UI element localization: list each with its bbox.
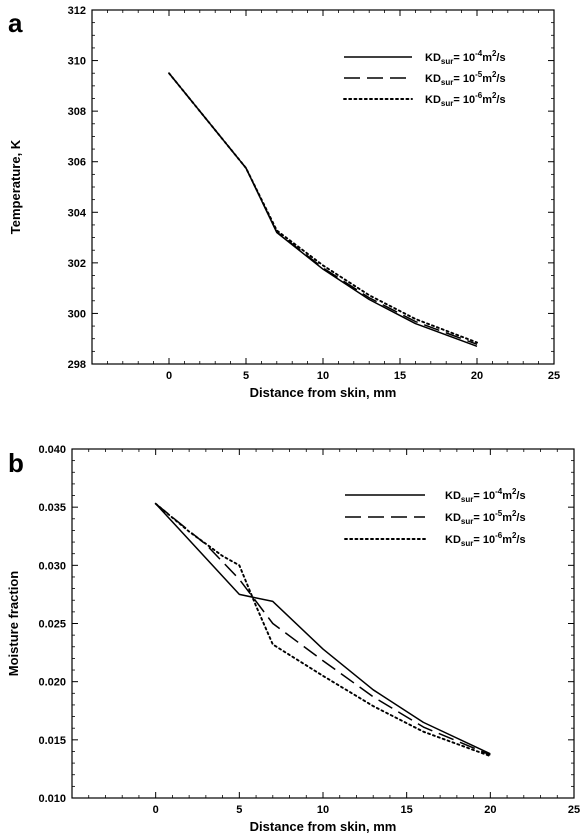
x-tick-label: 10 (317, 370, 329, 382)
y-tick-label: 308 (68, 106, 86, 118)
series-line-dotted (168, 72, 478, 344)
legend-label: KDsur= 10-5m2/s (445, 509, 526, 526)
plot-frame (71, 448, 575, 799)
y-tick-label: 306 (68, 157, 86, 169)
y-tick-label: 300 (68, 308, 86, 320)
legend-label: KDsur= 10-6m2/s (445, 531, 526, 548)
y-tick-label: 0.025 (38, 619, 66, 631)
y-tick-label: 310 (68, 56, 86, 68)
series-line-dashed (168, 72, 478, 345)
y-tick-label: 298 (68, 359, 86, 371)
x-tick-label: 5 (236, 804, 242, 816)
y-axis-label: Temperature, K (8, 139, 23, 234)
y-tick-label: 302 (68, 258, 86, 270)
y-tick-label: 0.020 (38, 677, 66, 689)
y-tick-label: 0.035 (38, 502, 66, 514)
legend-label: KDsur= 10-4m2/s (445, 487, 526, 504)
series-line-solid (168, 72, 478, 348)
series-line-solid (155, 503, 491, 755)
y-axis-label: Moisture fraction (6, 571, 21, 677)
x-tick-label: 5 (243, 370, 249, 382)
panel-letter: b (8, 448, 24, 478)
y-tick-label: 304 (68, 207, 87, 219)
legend-label: KDsur= 10-5m2/s (425, 70, 506, 87)
panel-b-chart: b 0 5 10 15 20 25 0.010 0.015 0.020 0.025 0.030 0.03… (6, 444, 580, 834)
x-axis-label: Distance from skin, mm (250, 385, 397, 400)
x-tick-label: 15 (394, 370, 406, 382)
series-line-dashed (155, 503, 491, 756)
panel-a-chart: a 0 5 10 15 20 25 298 300 302 304 306 308 310 312 Dista… (8, 5, 560, 400)
x-tick-label: 0 (153, 804, 159, 816)
x-tick-label: 25 (548, 370, 560, 382)
x-tick-label: 20 (471, 370, 483, 382)
x-tick-label: 20 (484, 804, 496, 816)
x-axis-label: Distance from skin, mm (250, 819, 397, 834)
y-tick-label: 0.010 (38, 793, 66, 805)
x-tick-label: 25 (568, 804, 580, 816)
panel-letter: a (8, 8, 23, 38)
legend-label: KDsur= 10-6m2/s (425, 91, 506, 108)
y-tick-label: 0.040 (38, 444, 66, 456)
series-line-dotted (154, 502, 492, 758)
y-tick-label: 0.030 (38, 560, 66, 572)
legend-label: KDsur= 10-4m2/s (425, 49, 506, 66)
y-tick-label: 0.015 (38, 735, 66, 747)
x-tick-label: 10 (317, 804, 329, 816)
x-tick-label: 15 (401, 804, 413, 816)
x-tick-label: 0 (166, 370, 172, 382)
y-tick-label: 312 (68, 5, 86, 17)
